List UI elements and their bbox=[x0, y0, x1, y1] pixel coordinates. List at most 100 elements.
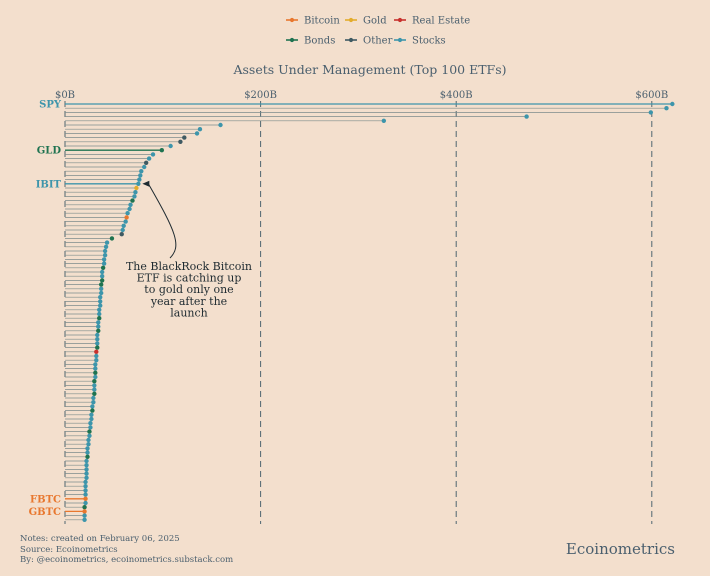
annotation-arrow bbox=[147, 183, 177, 259]
lollipop-dot-53 bbox=[96, 320, 101, 325]
lollipop-dot-17 bbox=[139, 169, 144, 174]
lollipop-dot-5 bbox=[381, 118, 387, 124]
lollipop-dot-32 bbox=[119, 232, 124, 237]
lollipop-dot-63 bbox=[93, 362, 98, 367]
lollipop-dot-36 bbox=[102, 248, 108, 254]
lollipop-dot-92 bbox=[83, 484, 88, 489]
lollipop-dot-71 bbox=[91, 395, 96, 401]
lollipop-dot-7 bbox=[197, 127, 203, 132]
lollipop-dot-3 bbox=[648, 110, 654, 115]
legend-marker-gold bbox=[348, 17, 354, 23]
lollipop-dot-67 bbox=[92, 379, 97, 384]
lollipop-dot-47 bbox=[98, 295, 103, 300]
legend-marker-other bbox=[348, 37, 354, 43]
lollipop-dot-19 bbox=[137, 177, 142, 182]
lollipop-dot-35 bbox=[103, 244, 109, 249]
lollipop-dot-75 bbox=[89, 412, 94, 417]
note-by: By: @ecoinometrics, ecoinometrics.substa… bbox=[20, 555, 234, 565]
lollipop-dot-21 bbox=[134, 185, 139, 191]
lollipop-dot-50 bbox=[97, 307, 102, 312]
lollipop-dot-26 bbox=[127, 206, 132, 212]
annotation-line-4: year after the bbox=[150, 295, 227, 308]
lollipop-dot-34 bbox=[104, 240, 110, 245]
lollipop-dot-30 bbox=[121, 223, 126, 228]
lollipop-dot-60 bbox=[94, 349, 99, 354]
legend-label-stocks: Stocks bbox=[412, 36, 446, 47]
lollipop-dot-86 bbox=[84, 458, 89, 464]
lollipop-dot-11 bbox=[168, 143, 173, 149]
chart-title: Assets Under Management (Top 100 ETFs) bbox=[232, 62, 506, 77]
lollipop-dot-66 bbox=[93, 374, 98, 380]
lollipop-dot-44 bbox=[98, 282, 104, 287]
lollipop-dot-23 bbox=[132, 194, 137, 199]
lollipop-dot-77 bbox=[88, 421, 93, 426]
annotation-line-5: launch bbox=[170, 306, 208, 319]
legend-label-gold: Gold bbox=[363, 16, 387, 27]
legend-marker-realestate bbox=[397, 17, 403, 23]
lollipop-dot-73 bbox=[90, 404, 95, 409]
note-source: Source: Ecoinometrics bbox=[20, 544, 118, 555]
x-tick-label-400: $400B bbox=[440, 90, 473, 101]
lollipop-dot-38 bbox=[101, 257, 107, 262]
lollipop-dot-6 bbox=[218, 122, 223, 128]
etf-label-gbtc: GBTC bbox=[29, 507, 61, 518]
etf-label-gld: GLD bbox=[37, 146, 62, 157]
brand-logo: Ecoinometrics bbox=[565, 540, 675, 558]
lollipop-dot-88 bbox=[84, 467, 89, 472]
lollipop-dot-45 bbox=[98, 286, 104, 291]
annotation-line-1: The BlackRock Bitcoin bbox=[126, 260, 252, 273]
lollipop-dot-69 bbox=[92, 387, 97, 392]
lollipop-dot-58 bbox=[95, 341, 100, 346]
lollipop-dot-64 bbox=[93, 366, 98, 371]
annotation-arrowhead bbox=[142, 180, 150, 187]
lollipop-dot-40 bbox=[100, 265, 106, 270]
lollipop-dot-37 bbox=[102, 253, 108, 258]
footnotes: Notes: created on February 06, 2025 Sour… bbox=[20, 534, 233, 566]
annotation-line-2: ETF is catching up bbox=[137, 272, 242, 285]
lollipop-dot-82 bbox=[86, 442, 91, 447]
lollipop-dot-62 bbox=[94, 358, 99, 363]
etf-label-fbtc: FBTC bbox=[30, 494, 61, 505]
lollipop-dot-70 bbox=[92, 391, 97, 396]
lollipop-dot-79 bbox=[87, 429, 92, 434]
lollipop-dot-42 bbox=[99, 274, 105, 279]
lollipop-dot-100 bbox=[82, 517, 87, 522]
lollipop-dot-1 bbox=[670, 101, 675, 107]
lollipop-dot-90 bbox=[84, 475, 89, 480]
lollipop-dot-51 bbox=[97, 311, 102, 317]
lollipop-dot-65 bbox=[93, 370, 98, 375]
lollipop-dot-81 bbox=[86, 437, 91, 443]
lollipop-dot-85 bbox=[85, 454, 90, 459]
lollipop-dot-80 bbox=[87, 433, 92, 438]
lollipop-dot-83 bbox=[85, 446, 90, 451]
lollipop-dot-99 bbox=[82, 513, 87, 518]
annotation-line-3: to gold only one bbox=[144, 283, 233, 296]
lollipop-dot-93 bbox=[83, 488, 88, 493]
legend-marker-bonds bbox=[289, 37, 295, 43]
note-created: Notes: created on February 06, 2025 bbox=[20, 534, 180, 544]
lollipop-dot-78 bbox=[88, 425, 93, 430]
legend-label-realestate: Real Estate bbox=[412, 16, 470, 27]
lollipop-dot-28 bbox=[124, 215, 129, 220]
lollipop-dot-10 bbox=[178, 139, 183, 144]
legend-label-bitcoin: Bitcoin bbox=[304, 16, 340, 27]
lollipop-dot-9 bbox=[182, 135, 187, 140]
lollipop-dot-14 bbox=[146, 156, 152, 161]
lollipop-dot-98 bbox=[82, 509, 87, 514]
lollipop-dot-18 bbox=[138, 173, 143, 178]
lollipop-dot-48 bbox=[98, 299, 103, 304]
etf-label-ibit: IBIT bbox=[36, 179, 62, 190]
lollipop-dot-31 bbox=[120, 227, 125, 233]
lollipop-dot-74 bbox=[90, 408, 95, 413]
lollipop-dot-89 bbox=[84, 471, 89, 476]
lollipop-dot-97 bbox=[82, 505, 87, 510]
lollipop-dot-24 bbox=[130, 198, 135, 203]
lollipop-dot-55 bbox=[96, 328, 101, 333]
lollipop-dot-96 bbox=[83, 500, 88, 506]
legend-label-bonds: Bonds bbox=[304, 36, 335, 47]
lollipop-dot-4 bbox=[524, 114, 529, 119]
lollipop-dot-72 bbox=[91, 400, 96, 405]
lollipop-dot-87 bbox=[84, 463, 89, 468]
lollipop-dot-13 bbox=[150, 152, 156, 157]
